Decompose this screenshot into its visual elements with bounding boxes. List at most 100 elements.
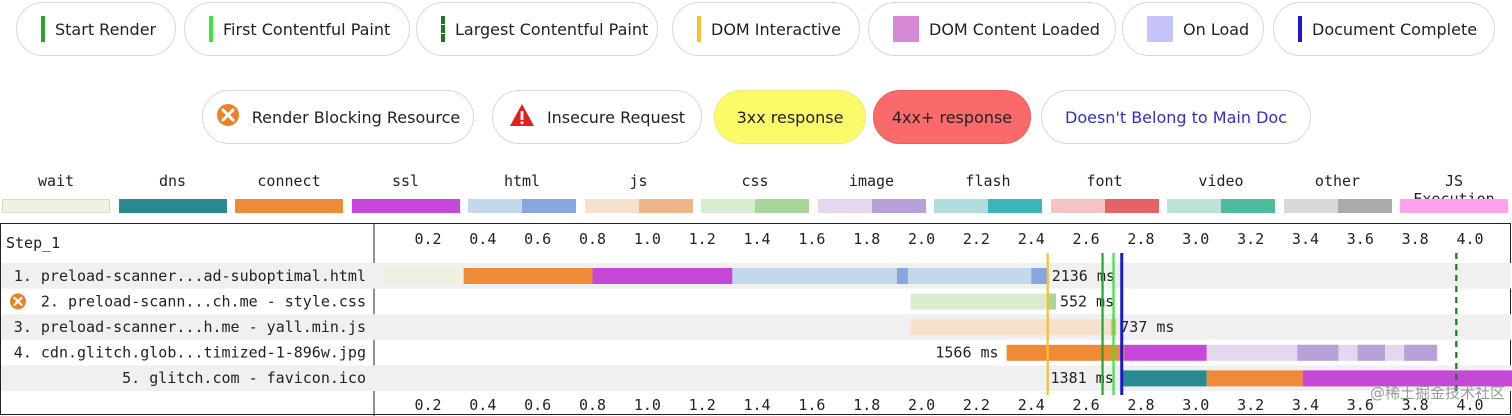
tick-label-top: 2.4 [1018,230,1045,248]
tick-label-bottom: 0.2 [414,396,441,414]
type-label-dns: dns [158,172,187,190]
request-bar-segment [1404,344,1438,361]
request-bar-segment [1124,344,1207,361]
tick-label-bottom: 4.0 [1456,396,1483,414]
type-swatch-js-execution [1400,199,1508,213]
type-label-other: other [1314,172,1361,190]
tick-label-bottom: 1.2 [689,396,716,414]
request-duration: 1566 ms [935,344,998,362]
request-duration: 1381 ms [1051,369,1114,387]
request-bar-segment [1357,344,1385,361]
dom-content-loaded-swatch [893,16,919,42]
tick-label-bottom: 2.6 [1073,396,1100,414]
tick-label-top: 1.6 [798,230,825,248]
tick-label-top: 3.4 [1292,230,1319,248]
tick-label-top: 2.0 [908,230,935,248]
dom-interactive-swatch [697,16,701,42]
legend-largest-contentful-paint: Largest Contentful Paint [416,2,658,56]
tick-label-top: 1.8 [853,230,880,248]
tick-label-bottom: 2.4 [1018,396,1045,414]
tick-label-top: 0.2 [414,230,441,248]
tick-label-top: 3.0 [1182,230,1209,248]
request-bar-segment [1031,268,1048,284]
request-duration: 2136 ms [1052,267,1115,285]
tick-label-bottom: 1.6 [798,396,825,414]
flag-3xx-response: 3xx response [714,90,866,144]
type-swatch-wait [2,199,110,213]
legend-dom-interactive: DOM Interactive [672,2,860,56]
request-bar-segment [463,268,593,284]
type-swatch-css [701,199,809,213]
flag-label: 3xx response [736,107,844,127]
flag-label: 4xx+ response [891,107,1013,127]
request-label[interactable]: 3. preload-scanner...h.me - yall.min.js [14,318,366,336]
request-bar-segment [732,268,1048,284]
tick-label-bottom: 1.4 [744,396,771,414]
request-bar-segment [896,268,908,284]
tick-label-top: 1.2 [689,230,716,248]
legend-label: DOM Content Loaded [929,19,1100,39]
on-load-swatch [1147,16,1173,42]
tick-label-bottom: 2.8 [1127,396,1154,414]
request-bar-segment [1047,293,1056,310]
flag-label: Insecure Request [546,107,686,127]
row-background [1,314,1511,340]
tick-label-bottom: 0.4 [469,396,496,414]
type-label-video: video [1198,172,1244,190]
type-swatch-image [817,199,926,213]
document-complete-swatch [1298,16,1302,42]
flag-label: Render Blocking Resource [251,107,461,127]
type-swatch-dns [118,199,227,213]
tick-label-bottom: 2.2 [963,396,990,414]
type-swatch-font [1050,199,1159,213]
render-blocking-icon [10,293,26,310]
tick-label-top: 3.8 [1402,230,1429,248]
type-label-flash: flash [965,172,1011,190]
tick-label-bottom: 3.8 [1402,396,1429,414]
tick-label-top: 0.4 [469,230,496,248]
tick-label-top: 0.8 [579,230,606,248]
tick-label-bottom: 2.0 [908,396,935,414]
legend-label: Largest Contentful Paint [455,19,649,39]
flag-render-blocking-resource: Render Blocking Resource [202,90,474,144]
request-bar-segment [384,268,464,284]
type-label-css: css [741,172,769,190]
waterfall-chart: 0.2 0.2 0.4 0.4 0.6 0.6 0.8 0.8 1.0 1.0 1.2 1.2 1.4 1… [0,223,1512,416]
request-bar-segment [592,268,733,284]
tick-label-top: 0.6 [524,230,551,248]
largest-contentful-paint-swatch [441,16,445,42]
tick-label-bottom: 0.6 [524,396,551,414]
type-label-image: image [848,172,895,190]
type-swatch-other [1283,199,1392,213]
tick-label-bottom: 3.0 [1182,396,1209,414]
first-contentful-paint-swatch [209,16,213,42]
tick-label-top: 2.6 [1073,230,1100,248]
flag-doesn-t-belong-to-main-doc: Doesn't Belong to Main Doc [1041,90,1311,144]
tick-label-top: 1.0 [634,230,661,248]
request-label[interactable]: 5. glitch.com - favicon.ico [122,369,366,387]
tick-label-bottom: 1.0 [634,396,661,414]
legend-label: Start Render [55,19,157,39]
step-label: Step_1 [6,234,60,252]
tick-label-bottom: 3.2 [1237,396,1264,414]
warning-icon [509,103,535,131]
request-label[interactable]: 1. preload-scanner...ad-suboptimal.html [14,267,366,285]
request-duration: 552 ms [1060,292,1114,310]
tick-label-top: 1.4 [744,230,771,248]
request-bar-segment [910,319,1117,336]
flag-4xx-response: 4xx+ response [873,90,1031,144]
tick-label-top: 3.6 [1347,230,1374,248]
type-swatch-video [1167,199,1275,213]
legend-dom-content-loaded: DOM Content Loaded [868,2,1116,56]
watermark: @稀土掘金技术社区 [1370,384,1505,402]
legend-on-load: On Load [1122,2,1264,56]
legend-label: Document Complete [1312,19,1478,39]
tick-label-bottom: 3.6 [1347,396,1374,414]
tick-label-top: 3.2 [1237,230,1264,248]
type-label-connect: connect [257,172,321,190]
legend-first-contentful-paint: First Contentful Paint [184,2,410,56]
start-render-swatch [41,16,45,42]
request-label[interactable]: 4. cdn.glitch.glob...timized-1-896w.jpg [14,344,366,362]
request-bar-segment [1206,370,1303,387]
request-label[interactable]: 2. preload-scann...ch.me - style.css [41,292,366,310]
